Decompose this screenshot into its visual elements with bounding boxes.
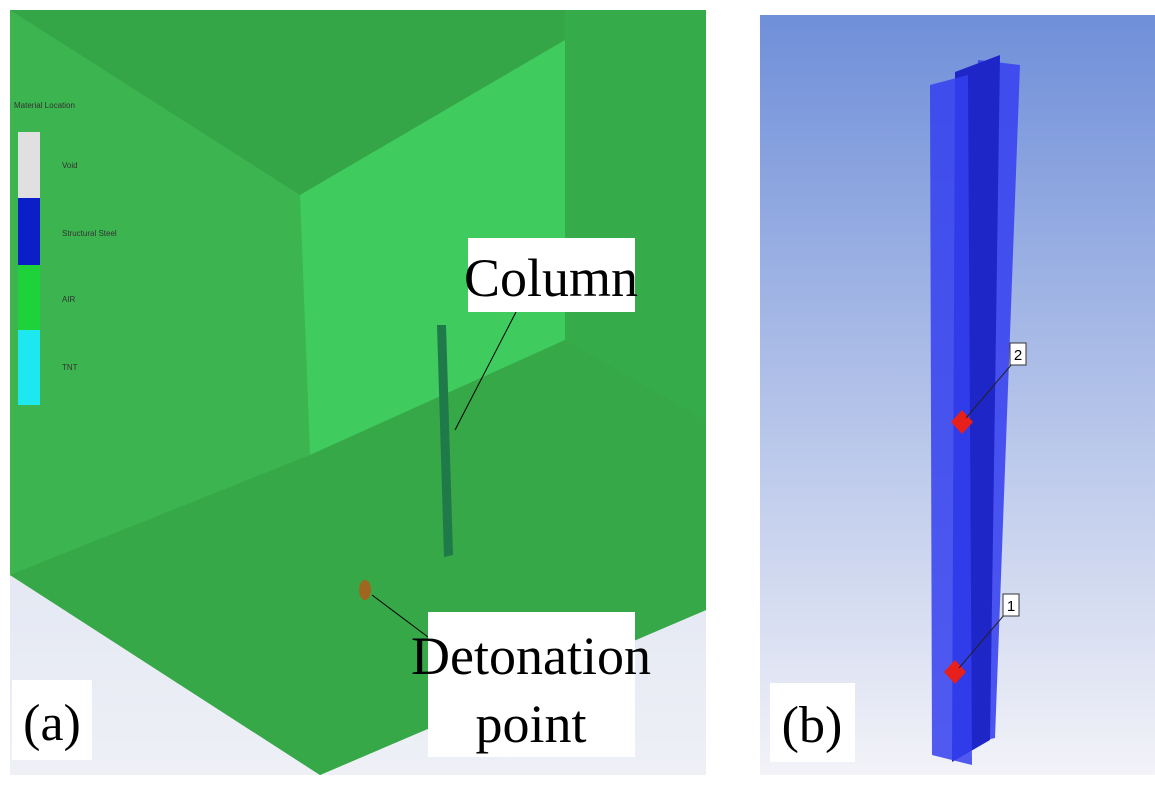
legend-item: AIR	[62, 295, 76, 304]
label-box	[468, 238, 635, 312]
detonation-label: Detonation	[411, 626, 651, 686]
box-right	[565, 10, 706, 420]
beam-flange	[930, 75, 972, 765]
panel-label: (b)	[782, 697, 843, 754]
label-box	[428, 612, 635, 757]
gauge-box	[1009, 342, 1027, 366]
leader	[371, 594, 433, 641]
legend-swatch	[18, 198, 40, 265]
legend-swatch	[18, 330, 40, 405]
box-back	[300, 40, 565, 455]
gauge-label: 2	[1014, 347, 1022, 364]
legend-swatch	[18, 132, 40, 198]
detonation-point	[359, 580, 371, 600]
gauge-box	[1002, 593, 1020, 617]
gauge-label: 1	[1007, 598, 1015, 615]
column-label: Column	[464, 248, 638, 308]
leader	[454, 311, 517, 431]
leader	[965, 363, 1013, 419]
legend-title: Material Location	[14, 101, 75, 110]
label-box	[770, 683, 855, 762]
detonation-label: point	[475, 694, 586, 754]
box-top	[10, 10, 706, 195]
label-box	[12, 680, 92, 760]
panel-b: 2 1 (b)	[760, 15, 1155, 775]
panel-a: Material Location Void Structural Steel …	[10, 10, 706, 775]
leader	[958, 613, 1006, 669]
legend-item: Void	[62, 161, 78, 170]
legend-item: TNT	[62, 363, 78, 372]
legend-swatch	[18, 265, 40, 330]
legend-item: Structural Steel	[62, 229, 117, 238]
column	[437, 325, 453, 557]
panel-label: (a)	[23, 695, 81, 752]
